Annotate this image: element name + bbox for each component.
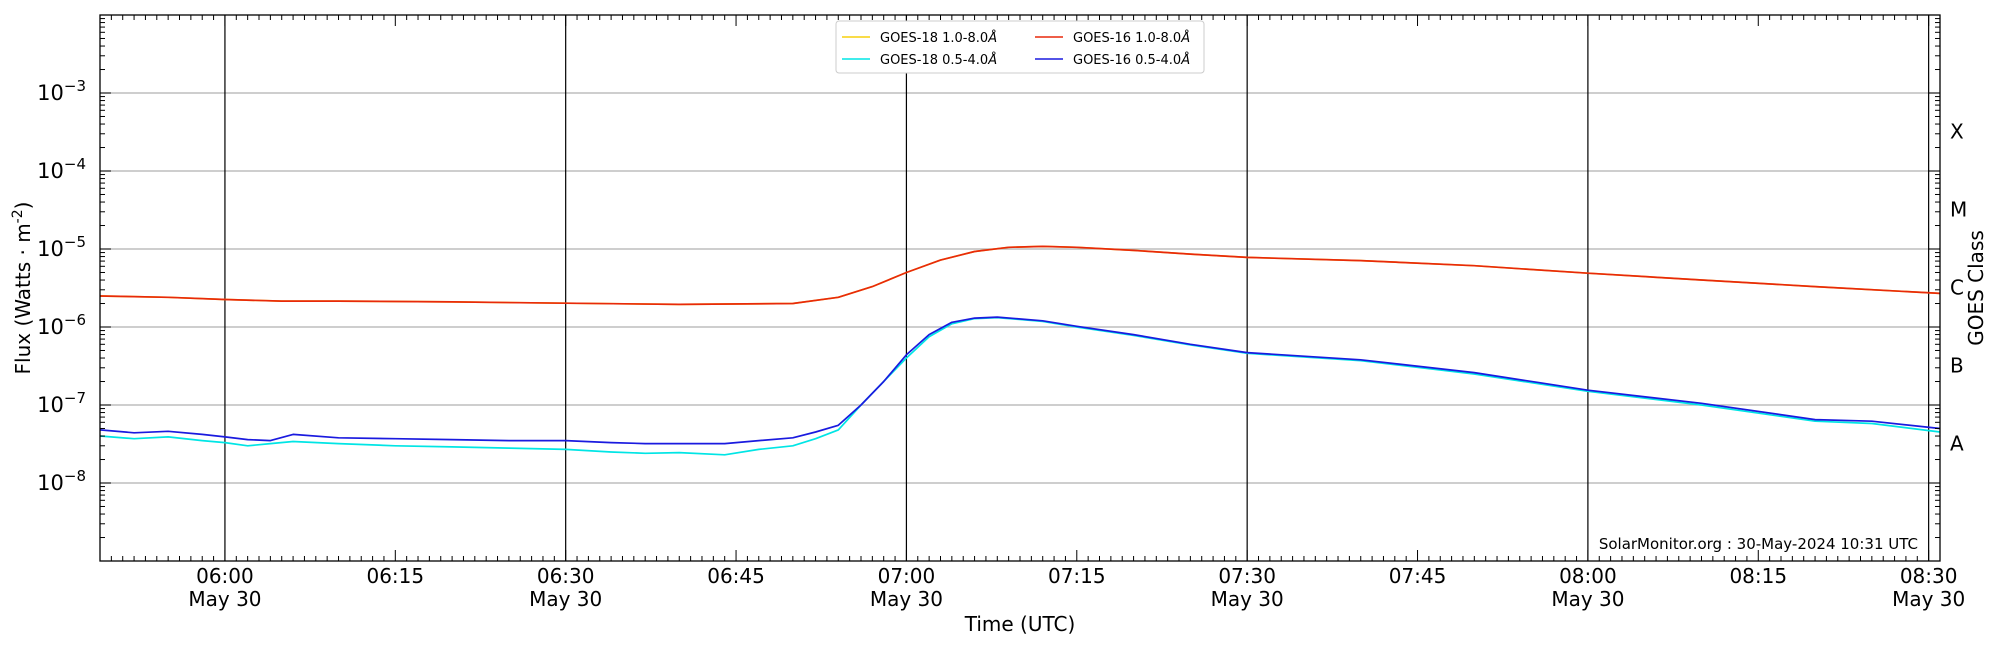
y-tick-label: 10−5 xyxy=(37,233,86,261)
annotation-text: SolarMonitor.org : 30-May-2024 10:31 UTC xyxy=(1599,535,1918,553)
legend-box xyxy=(835,20,1205,74)
x-tick-label: 08:30 xyxy=(1900,564,1958,588)
y-tick-label: 10−4 xyxy=(37,155,86,183)
legend: GOES-18 1.0-8.0Å GOES-18 0.5-4.0Å GOES-16 … xyxy=(835,20,1205,74)
goes-class-label: B xyxy=(1950,354,1964,378)
x-tick-date-label: May 30 xyxy=(1892,587,1965,611)
legend-label: GOES-18 0.5-4.0Å xyxy=(880,52,997,68)
x-tick-label: 07:30 xyxy=(1218,564,1276,588)
plot-frame xyxy=(99,14,1941,562)
x-tick-date-label: May 30 xyxy=(188,587,261,611)
y-axis-label: Flux (Watts · m-2) xyxy=(10,202,35,375)
series-line xyxy=(99,245,1941,306)
goes-class-label: X xyxy=(1950,120,1964,144)
y-tick-label: 10−3 xyxy=(37,77,86,105)
right-axis-label: GOES Class xyxy=(1964,230,1988,346)
x-tick-label: 07:45 xyxy=(1389,564,1447,588)
x-tick-date-label: May 30 xyxy=(870,587,943,611)
legend-label: GOES-18 1.0-8.0Å xyxy=(880,30,997,46)
ticks-layer xyxy=(99,15,1941,562)
y-tick-label: 10−6 xyxy=(37,311,86,339)
x-tick-label: 06:45 xyxy=(707,564,765,588)
series-line xyxy=(99,316,1941,445)
x-tick-label: 06:30 xyxy=(537,564,595,588)
y-axis-label-close: ) xyxy=(11,202,35,210)
x-tick-label: 06:15 xyxy=(366,564,424,588)
y-axis-label-main: Flux (Watts · m xyxy=(11,223,35,374)
x-tick-date-label: May 30 xyxy=(1551,587,1624,611)
x-tick-label: 07:15 xyxy=(1048,564,1106,588)
series-line xyxy=(99,245,1941,306)
x-tick-label: 08:00 xyxy=(1559,564,1617,588)
goes-class-label: A xyxy=(1950,432,1964,456)
x-tick-label: 08:15 xyxy=(1729,564,1787,588)
legend-label: GOES-16 0.5-4.0Å xyxy=(1073,52,1190,68)
y-axis-label-sup: -2 xyxy=(10,209,26,223)
goes-class-label: M xyxy=(1950,198,1967,222)
x-axis-label: Time (UTC) xyxy=(964,612,1076,636)
x-tick-date-label: May 30 xyxy=(1211,587,1284,611)
series-line xyxy=(99,316,1941,456)
goes-class-label: C xyxy=(1950,276,1964,300)
grid-layer xyxy=(100,15,1940,561)
x-tick-label: 06:00 xyxy=(196,564,254,588)
series-layer xyxy=(99,245,1941,456)
x-tick-label: 07:00 xyxy=(878,564,936,588)
legend-label: GOES-16 1.0-8.0Å xyxy=(1073,30,1190,46)
x-tick-date-label: May 30 xyxy=(529,587,602,611)
y-tick-label: 10−8 xyxy=(37,467,86,495)
y-tick-label: 10−7 xyxy=(37,389,86,417)
